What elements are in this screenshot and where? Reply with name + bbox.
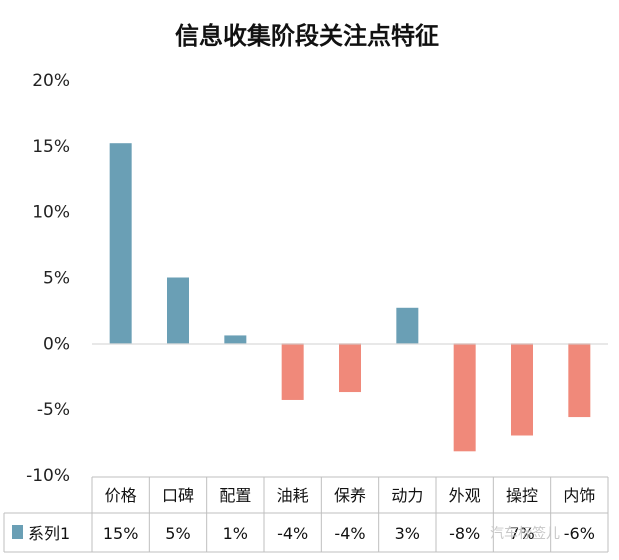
category-label: 配置	[219, 486, 251, 505]
y-tick-label: -5%	[37, 400, 70, 420]
y-tick-label: 10%	[32, 203, 70, 223]
bar	[339, 343, 361, 393]
bar	[568, 343, 591, 418]
bar	[109, 143, 132, 344]
bar	[453, 343, 476, 452]
category-label: 内饰	[563, 486, 595, 505]
bar	[224, 335, 247, 344]
data-label: -8%	[449, 524, 480, 543]
category-label: 外观	[449, 486, 481, 505]
category-label: 口碑	[162, 486, 194, 505]
bar	[396, 307, 419, 344]
category-label: 油耗	[277, 486, 309, 505]
legend-label: 系列1	[28, 524, 70, 543]
y-tick-label: 15%	[32, 137, 70, 157]
y-tick-label: 0%	[43, 334, 70, 354]
bar	[511, 343, 533, 436]
y-tick-label: 20%	[32, 71, 70, 91]
category-label: 操控	[506, 486, 538, 505]
data-label: 7%	[509, 524, 534, 543]
data-table: 系列1 价格 15% 口碑 5% 配置 1% 油耗 -4% 保养 -4% 动力 3% 外观 -8% 操控 7% 内…	[3, 476, 609, 553]
data-label: -4%	[277, 524, 308, 543]
category-label: 动力	[391, 486, 423, 505]
data-label: 3%	[395, 524, 420, 543]
legend-key	[12, 525, 23, 539]
bars	[109, 143, 591, 452]
y-axis: 20% 15% 10% 5% 0% -5% -10%	[26, 71, 70, 486]
bar	[167, 277, 189, 344]
data-label: 5%	[165, 524, 190, 543]
watermark: 汽车标签儿	[490, 525, 560, 542]
bar	[281, 343, 304, 400]
y-tick-label: -10%	[26, 466, 70, 486]
data-label: -4%	[334, 524, 365, 543]
data-label: 15%	[103, 524, 139, 543]
chart-title: 信息收集阶段关注点特征	[175, 22, 439, 50]
category-label: 保养	[334, 486, 366, 505]
y-tick-label: 5%	[43, 269, 70, 289]
category-label: 价格	[105, 486, 137, 505]
data-label: -6%	[564, 524, 595, 543]
data-label: 1%	[223, 524, 248, 543]
